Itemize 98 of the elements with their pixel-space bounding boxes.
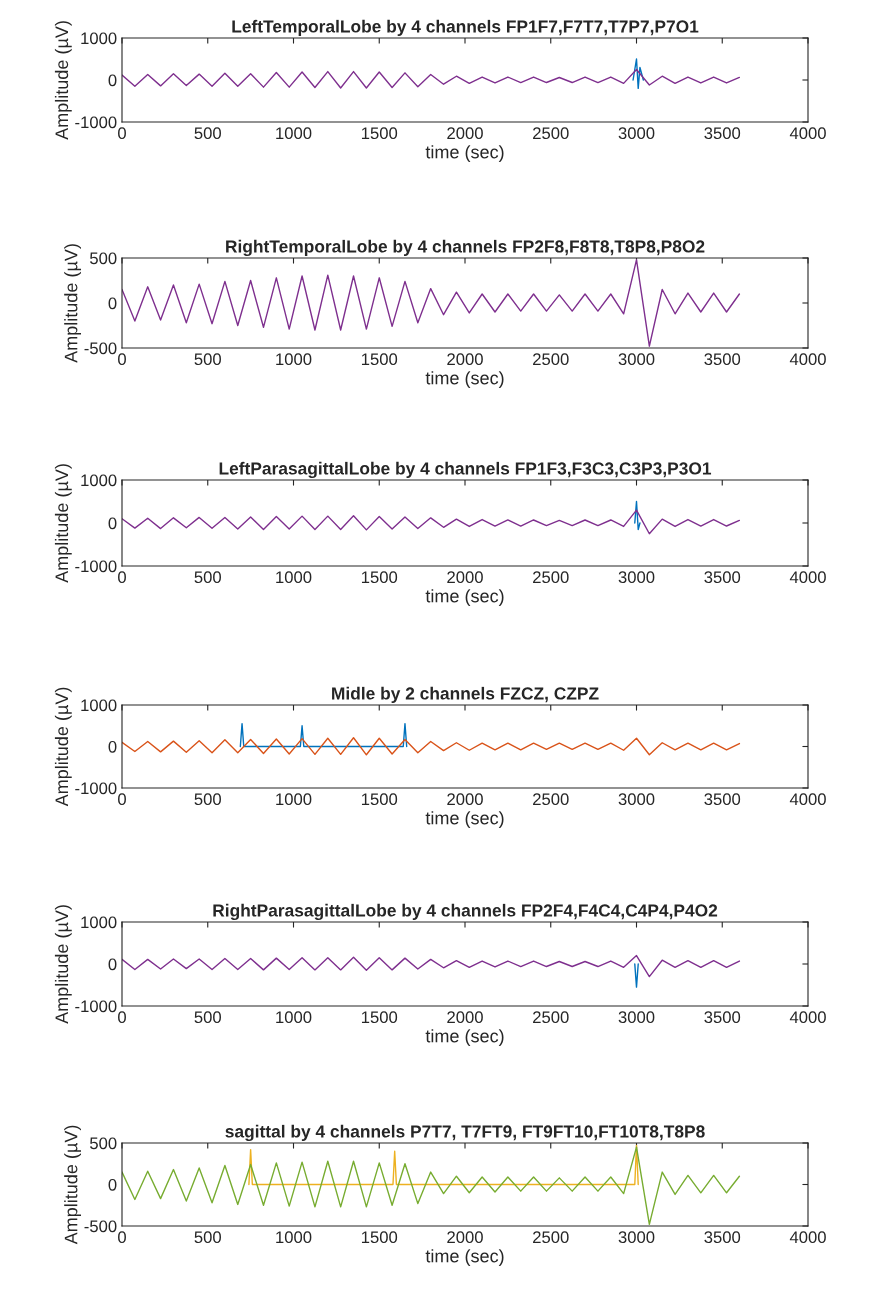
x-axis-title: time (sec) — [425, 1029, 504, 1046]
y-tick-label: 1000 — [81, 32, 117, 45]
x-tick-label: 0 — [118, 1231, 126, 1244]
line-series — [248, 1144, 639, 1186]
y-tick-label: 500 — [90, 1137, 117, 1150]
x-tick-label: 1500 — [361, 1231, 398, 1244]
chart-title: RightParasagittalLobe by 4 channels FP2F4,F4C4,C4P4,P4O2 — [213, 903, 718, 921]
x-tick-label: 1500 — [361, 1011, 398, 1024]
chart-title: LeftTemporalLobe by 4 channels FP1F7,F7T7,T7P7,P7O1 — [232, 19, 699, 37]
x-tick-label: 2000 — [447, 1231, 483, 1244]
x-tick-label: 3500 — [704, 1231, 741, 1244]
x-tick-label: 4000 — [789, 571, 826, 584]
x-tick-label: 1500 — [361, 353, 398, 366]
x-tick-label: 3000 — [618, 571, 655, 584]
y-axis-title: Amplitude (µV) — [54, 464, 72, 583]
x-tick-label: 3000 — [618, 793, 655, 806]
x-tick-label: 1000 — [276, 1231, 312, 1244]
y-tick-label: -1000 — [75, 1000, 117, 1013]
line-series — [632, 58, 645, 90]
x-axis-title: time (sec) — [425, 811, 504, 828]
x-tick-label: 0 — [118, 127, 126, 140]
y-tick-label: -1000 — [75, 560, 117, 573]
x-tick-label: 1000 — [276, 1011, 312, 1024]
x-tick-label: 1000 — [276, 793, 312, 806]
y-axis-title: Amplitude (µV) — [64, 1125, 82, 1245]
y-tick-label: 1000 — [81, 699, 117, 712]
x-tick-label: 1000 — [276, 353, 312, 366]
x-tick-label: 4000 — [789, 1011, 826, 1024]
x-tick-label: 1500 — [361, 793, 398, 806]
x-tick-label: 3500 — [704, 127, 741, 140]
x-tick-label: 2000 — [447, 793, 483, 806]
y-tick-label: -1000 — [75, 116, 117, 129]
line-series — [122, 259, 741, 347]
line-series — [122, 737, 741, 756]
y-tick-label: 0 — [108, 297, 117, 310]
y-tick-label: 0 — [108, 740, 117, 753]
y-axis-title: Amplitude (µV) — [54, 687, 72, 807]
chart-title: sagittal by 4 channels P7T7, T7FT9, FT9FT10,FT10T8,T8P8 — [225, 1124, 705, 1142]
line-series — [122, 954, 741, 978]
x-axis-title: time (sec) — [425, 371, 504, 388]
x-tick-label: 1000 — [276, 127, 312, 140]
x-tick-label: 500 — [194, 353, 221, 366]
x-tick-label: 0 — [118, 1011, 126, 1024]
line-series — [122, 1146, 741, 1226]
y-tick-label: -1000 — [75, 782, 117, 795]
x-tick-label: 2500 — [533, 571, 569, 584]
x-tick-label: 3000 — [618, 1231, 655, 1244]
y-tick-label: 1000 — [81, 916, 117, 929]
y-axis-title: Amplitude (µV) — [64, 244, 82, 363]
x-tick-label: 3500 — [704, 353, 741, 366]
x-tick-label: 3000 — [618, 1011, 655, 1024]
line-series — [122, 509, 741, 535]
y-tick-label: 0 — [108, 74, 117, 87]
x-tick-label: 3000 — [618, 127, 655, 140]
x-tick-label: 2000 — [447, 127, 483, 140]
x-tick-label: 1000 — [276, 571, 312, 584]
x-tick-label: 4000 — [789, 793, 826, 806]
x-tick-label: 1500 — [361, 127, 398, 140]
y-tick-label: 1000 — [81, 474, 117, 487]
x-tick-label: 2000 — [447, 571, 483, 584]
x-tick-label: 3500 — [704, 793, 741, 806]
y-tick-label: 0 — [108, 1178, 117, 1191]
x-tick-label: 2500 — [533, 353, 569, 366]
y-tick-label: 0 — [108, 517, 117, 530]
x-tick-label: 2500 — [533, 793, 569, 806]
x-tick-label: 2500 — [533, 127, 569, 140]
x-tick-label: 3500 — [704, 1011, 741, 1024]
x-tick-label: 500 — [194, 793, 221, 806]
x-tick-label: 2000 — [447, 1011, 483, 1024]
x-tick-label: 500 — [194, 1231, 221, 1244]
x-axis-title: time (sec) — [425, 1249, 504, 1266]
x-tick-label: 4000 — [789, 1231, 826, 1244]
x-tick-label: 4000 — [789, 127, 826, 140]
x-axis-title: time (sec) — [425, 145, 504, 162]
x-tick-label: 2500 — [533, 1231, 569, 1244]
x-tick-label: 1500 — [361, 571, 398, 584]
y-axis-title: Amplitude (µV) — [54, 21, 72, 140]
x-tick-label: 0 — [118, 353, 126, 366]
x-axis-title: time (sec) — [425, 589, 504, 606]
x-tick-label: 0 — [118, 571, 126, 584]
line-series — [122, 68, 741, 89]
x-tick-label: 3500 — [704, 571, 741, 584]
y-tick-label: -500 — [84, 1220, 117, 1233]
y-tick-label: -500 — [84, 342, 117, 355]
x-tick-label: 4000 — [789, 353, 826, 366]
x-tick-label: 500 — [194, 127, 221, 140]
x-tick-label: 0 — [118, 793, 126, 806]
x-tick-label: 2500 — [533, 1011, 569, 1024]
y-axis-title: Amplitude (µV) — [54, 905, 72, 1024]
x-tick-label: 500 — [194, 1011, 221, 1024]
chart-title: Midle by 2 channels FZCZ, CZPZ — [332, 686, 599, 704]
x-tick-label: 3000 — [618, 353, 655, 366]
chart-title: RightTemporalLobe by 4 channels FP2F8,F8T8,T8P8,P8O2 — [226, 239, 705, 257]
y-tick-label: 0 — [108, 958, 117, 971]
x-tick-label: 2000 — [447, 353, 483, 366]
chart-title: LeftParasagittalLobe by 4 channels FP1F3,F3C3,C3P3,P3O1 — [219, 461, 712, 479]
y-tick-label: 500 — [90, 252, 117, 265]
x-tick-label: 500 — [194, 571, 221, 584]
